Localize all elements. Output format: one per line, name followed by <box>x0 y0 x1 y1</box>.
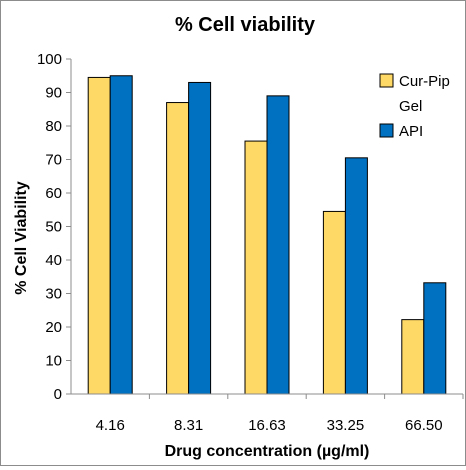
y-tick-label: 40 <box>45 252 62 269</box>
x-tick-label: 66.50 <box>405 417 443 434</box>
y-tick-label: 50 <box>45 219 62 236</box>
y-tick-label: 90 <box>45 85 62 102</box>
legend-label: API <box>399 123 423 140</box>
y-tick-label: 100 <box>37 51 62 68</box>
legend-label: Gel <box>399 98 422 115</box>
y-tick-label: 30 <box>45 286 62 303</box>
x-axis-ticks: 4.16 8.31 16.63 33.25 66.50 <box>96 394 464 434</box>
chart-title: % Cell viability <box>175 14 316 36</box>
legend-label: Cur-Pip <box>399 73 450 90</box>
bar-cur-pip-gel-4_16 <box>87 76 111 395</box>
bar-cur-pip-gel-8_31 <box>166 102 190 395</box>
legend: Cur-Pip Gel API <box>379 73 450 140</box>
y-tick-label: 0 <box>54 386 62 403</box>
bar-api-8_31 <box>188 81 212 395</box>
y-tick-label: 10 <box>45 353 62 370</box>
bar-api-16_63 <box>266 95 290 395</box>
legend-swatch-cur-pip-gel <box>379 73 394 88</box>
y-tick-label: 20 <box>45 319 62 336</box>
x-axis-title: Drug concentration (µg/ml) <box>165 443 370 460</box>
legend-swatch-api <box>379 123 394 138</box>
y-axis-title: % Cell Viability <box>13 181 30 295</box>
y-tick-label: 70 <box>45 152 62 169</box>
bar-api-66_50 <box>423 282 447 395</box>
bar-cur-pip-gel-33_25 <box>322 210 346 395</box>
bar-api-4_16 <box>109 75 133 395</box>
bar-api-33_25 <box>344 157 368 395</box>
y-tick-label: 80 <box>45 118 62 135</box>
y-axis-ticks: 0 10 20 30 40 50 60 70 80 90 100 <box>37 51 71 403</box>
y-tick-label: 60 <box>45 185 62 202</box>
bar-cur-pip-gel-16_63 <box>244 140 268 395</box>
x-tick-label: 8.31 <box>174 417 203 434</box>
x-tick-label: 16.63 <box>248 417 286 434</box>
bar-cur-pip-gel-66_50 <box>401 319 425 395</box>
x-tick-label: 33.25 <box>327 417 365 434</box>
bars <box>87 75 447 395</box>
x-tick-label: 4.16 <box>96 417 125 434</box>
